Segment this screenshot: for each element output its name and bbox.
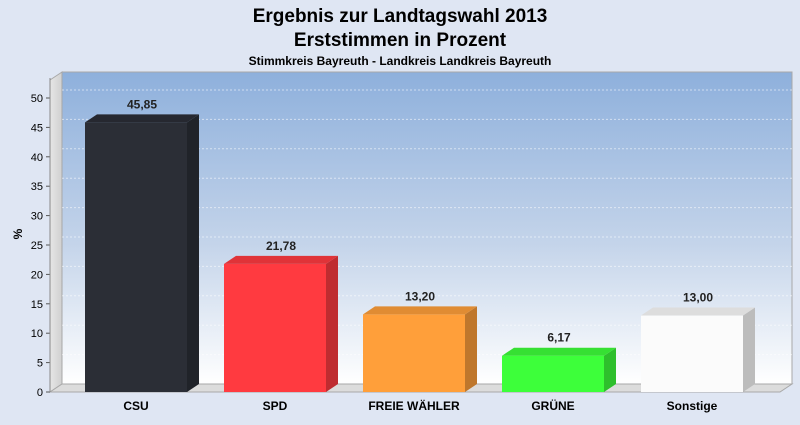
bar-front — [502, 355, 604, 392]
bar-front — [641, 315, 743, 392]
y-tick-label: 35 — [31, 181, 43, 193]
bar-side — [326, 255, 338, 392]
labels: 45,85 CSU 21,78 SPD 13,20 FREIE WÄHLER 6,17 GRÜ… — [123, 97, 717, 413]
bar-top — [85, 114, 199, 123]
y-axis-label: % — [11, 228, 25, 239]
bar-top — [363, 306, 477, 315]
y-tick-label: 5 — [37, 358, 43, 370]
chart-title: Ergebnis zur Landtagswahl 2013 — [253, 6, 548, 27]
data-label: 6,17 — [547, 331, 571, 345]
y-tick-label: 10 — [31, 328, 43, 340]
bar-side — [465, 306, 477, 392]
bar-side — [743, 307, 755, 392]
x-tick-label: SPD — [263, 399, 288, 413]
bar-spd — [224, 255, 338, 392]
x-tick-label: CSU — [123, 399, 148, 413]
bars — [85, 114, 755, 392]
y-tick-label: 30 — [31, 211, 43, 223]
plot-left-wall — [49, 71, 63, 393]
bar-front — [224, 263, 326, 392]
y-tick-label: 45 — [31, 122, 43, 134]
bar-csu — [85, 114, 199, 392]
x-tick-label: FREIE WÄHLER — [368, 398, 460, 413]
bar-top — [224, 255, 338, 264]
y-tick-label: 15 — [31, 299, 43, 311]
chart-subsubtitle: Stimmkreis Bayreuth - Landkreis Landkrei… — [249, 54, 552, 68]
y-tick-label: 40 — [31, 152, 43, 164]
bar-sonstige — [641, 307, 755, 392]
data-label: 13,00 — [683, 291, 713, 305]
bar-front — [85, 122, 187, 392]
x-tick-label: Sonstige — [667, 399, 718, 413]
bar-top — [641, 307, 755, 316]
y-axis: 0 5 10 15 20 25 30 35 40 45 50 — [31, 78, 51, 399]
data-label: 13,20 — [405, 289, 435, 303]
y-tick-label: 20 — [31, 269, 43, 281]
chart-subtitle: Erststimmen in Prozent — [294, 30, 507, 51]
y-tick-label: 0 — [37, 387, 43, 399]
x-tick-label: GRÜNE — [531, 398, 574, 413]
y-tick-label: 50 — [31, 93, 43, 105]
bar-side — [604, 347, 616, 392]
y-tick-label: 25 — [31, 240, 43, 252]
data-label: 21,78 — [266, 239, 296, 253]
bar-front — [363, 314, 465, 392]
data-label: 45,85 — [127, 97, 157, 111]
bar-top — [502, 347, 616, 356]
bar-side — [187, 114, 199, 392]
bar-gr-ne — [502, 347, 616, 392]
bar-freie-w-hler — [363, 306, 477, 392]
